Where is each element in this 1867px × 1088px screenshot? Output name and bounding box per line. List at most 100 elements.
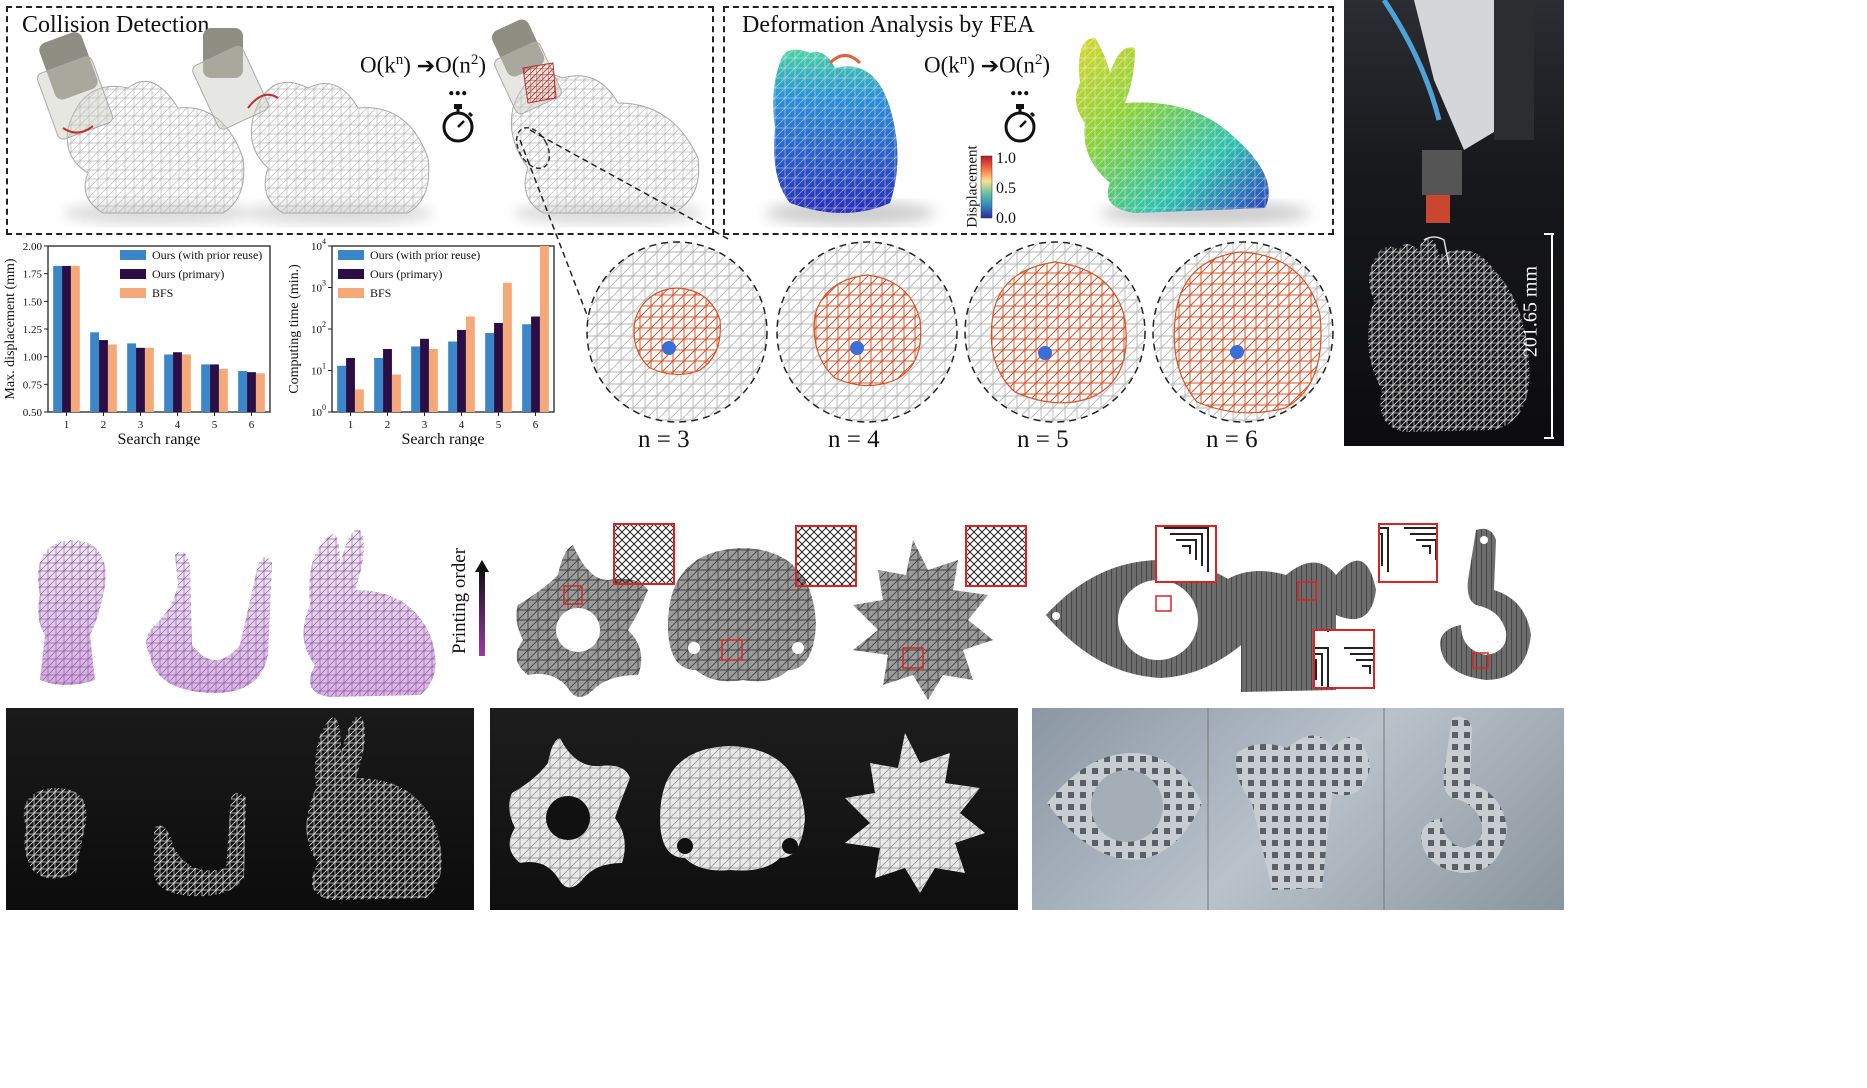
bar-ours-primary--1	[346, 358, 355, 412]
y-tick-label: 1.50	[23, 296, 43, 308]
neighborhood-n6	[1152, 241, 1334, 423]
y-tick-label: 103	[311, 279, 326, 295]
y-tick-label: 102	[311, 320, 326, 336]
bar-ours-primary--4	[173, 352, 182, 412]
bar-ours-primary--6	[247, 372, 256, 412]
label-n4: n = 4	[828, 426, 880, 453]
x-tick-label: 3	[422, 419, 428, 431]
y-tick-exponent: 2	[322, 320, 326, 329]
legend-label: BFS	[152, 286, 173, 300]
bar-bfs-6	[255, 373, 265, 412]
x-tick-label: 4	[459, 419, 465, 431]
x-tick-label: 2	[385, 419, 391, 431]
femur-plate-part	[1225, 560, 1376, 692]
x-tick-label: 5	[496, 419, 502, 431]
y-tick-label: 104	[311, 237, 326, 253]
legend-label: BFS	[370, 286, 391, 300]
zoom-connector-lines	[519, 129, 731, 329]
bar-ours-with-prior-reuse--6	[522, 324, 532, 412]
y-tick-exponent: 1	[322, 362, 326, 371]
hook-part	[1440, 528, 1531, 680]
label-n3: n = 3	[638, 426, 690, 453]
y-tick-label: 0.50	[23, 407, 43, 419]
bar-bfs-1	[70, 265, 80, 412]
bar-ours-with-prior-reuse--4	[164, 354, 174, 412]
legend-swatch	[338, 269, 364, 279]
bar-ours-with-prior-reuse--3	[127, 343, 137, 412]
legend-swatch	[338, 250, 364, 260]
x-tick-label: 2	[101, 419, 107, 431]
y-tick-label: 1.75	[23, 269, 43, 281]
bar-ours-primary--4	[457, 329, 466, 412]
nozzle-1	[36, 32, 114, 140]
y-tick-exponent: 3	[322, 279, 326, 288]
x-tick-label: 1	[348, 419, 354, 431]
legend-label: Ours (with prior reuse)	[152, 248, 262, 262]
collision-bunny-meshes	[36, 19, 703, 225]
bar-bfs-5	[218, 368, 228, 412]
legend-swatch	[120, 288, 146, 298]
fea-panel	[723, 6, 1334, 235]
bar-ours-primary--5	[210, 364, 219, 412]
x-tick-label: 4	[175, 419, 181, 431]
printing-order-label: Printing order	[449, 547, 470, 655]
fea-bunny-meshes	[765, 38, 1310, 225]
legend-swatch	[338, 288, 364, 298]
bunny-mesh-2	[250, 81, 430, 214]
zigzag-toolpath-parts-render	[1046, 523, 1531, 692]
bar-ours-with-prior-reuse--6	[238, 371, 248, 412]
legend-label: Ours (primary)	[152, 267, 224, 281]
inset-zoom-5	[1313, 629, 1375, 689]
inset-zoom-6	[1378, 523, 1438, 583]
bar-bfs-3	[144, 347, 154, 412]
scale-bar-label: 201.65 mm	[1519, 265, 1542, 358]
nozzle-2	[192, 28, 279, 130]
inset-zoom-3	[965, 525, 1027, 587]
label-n6: n = 6	[1206, 426, 1258, 453]
bar-ours-with-prior-reuse--2	[90, 332, 100, 412]
colorbar-label: Displacement	[964, 145, 981, 228]
neighborhood-n4	[776, 241, 958, 423]
y-tick-label: 2.00	[23, 241, 43, 253]
legend-label: Ours (primary)	[370, 267, 442, 281]
bar-bfs-3	[428, 348, 438, 412]
y-tick-label: 0.75	[23, 379, 43, 391]
colorbar-tick-bottom: 0.0	[996, 210, 1016, 227]
neighborhood-circles	[586, 241, 1334, 423]
bar-bfs-4	[465, 316, 475, 412]
curved-parts-photo	[490, 708, 1018, 910]
robot-arm-and-bunny-print	[1368, 0, 1554, 439]
label-n5: n = 5	[1017, 426, 1069, 453]
legend-label: Ours (with prior reuse)	[370, 248, 480, 262]
mushroom-part	[668, 548, 816, 682]
y-axis-label: Max. displacement (mm)	[3, 258, 18, 399]
bar-ours-primary--5	[494, 322, 503, 412]
collision-detection-title: Collision Detection	[22, 12, 210, 38]
y-axis-label: Computing time (min.)	[287, 264, 302, 394]
bar-bfs-5	[502, 282, 512, 412]
bar-ours-with-prior-reuse--4	[448, 341, 458, 412]
collision-dots: ...	[448, 72, 468, 101]
inset-zoom-2	[795, 525, 857, 587]
colorbar-tick-mid: 0.5	[996, 180, 1016, 197]
x-tick-label: 6	[533, 419, 539, 431]
y-tick-label: 1.00	[23, 352, 43, 364]
robot-printing-photo: 201.65 mm	[1344, 0, 1564, 446]
arrow-right-icon: ➔	[980, 52, 1000, 78]
y-tick-exponent: 0	[322, 403, 326, 412]
y-tick-exponent: 4	[322, 237, 326, 246]
neighborhood-n3	[586, 241, 768, 423]
bunny-mesh-3	[510, 73, 700, 214]
bar-bfs-1	[354, 389, 364, 412]
legend-swatch	[120, 269, 146, 279]
bar-ours-primary--6	[531, 316, 540, 412]
collision-complexity: O(kn) ➔O(n2)	[360, 52, 487, 78]
bar-ours-with-prior-reuse--1	[53, 265, 63, 412]
colorbar-tick-top: 1.0	[996, 150, 1016, 167]
arrow-right-icon: ➔	[416, 52, 436, 78]
nozzle-3	[491, 19, 562, 115]
fea-complexity: O(kn) ➔O(n2)	[924, 52, 1051, 78]
max-displacement-chart: 0.50 0.75 1.00 1.25 1.50 1.75 2.00 Max. displac…	[3, 241, 271, 446]
neighborhood-n5	[964, 241, 1146, 423]
